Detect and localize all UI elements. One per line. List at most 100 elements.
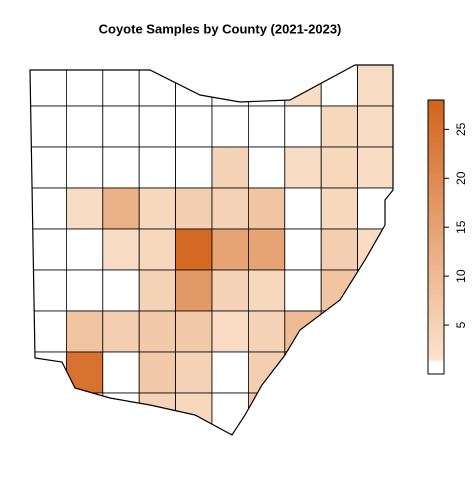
- colorbar-step: [428, 307, 444, 311]
- colorbar-step: [428, 234, 444, 238]
- county: [247, 310, 286, 353]
- colorbar-step: [428, 207, 444, 211]
- colorbar-step: [428, 369, 444, 373]
- colorbar-step: [428, 100, 444, 103]
- county: [247, 269, 286, 312]
- colorbar-step: [428, 179, 444, 183]
- colorbar-step: [428, 360, 444, 364]
- colorbar-step: [428, 131, 444, 135]
- county: [30, 187, 67, 230]
- county: [357, 351, 393, 394]
- colorbar-step: [428, 310, 444, 313]
- colorbar-step: [428, 198, 444, 201]
- county: [66, 392, 104, 435]
- county: [102, 105, 140, 148]
- colorbar-step: [428, 168, 444, 172]
- colorbar-step: [428, 294, 444, 297]
- tick-label: 15: [454, 220, 468, 234]
- colorbar-step: [428, 120, 444, 124]
- county: [357, 269, 393, 312]
- colorbar-step: [428, 289, 444, 293]
- colorbar-step: [428, 122, 444, 126]
- county: [320, 392, 359, 435]
- colorbar-step: [428, 161, 444, 165]
- county: [138, 269, 176, 312]
- colorbar-step: [428, 223, 444, 227]
- colorbar-step: [428, 319, 444, 322]
- county: [320, 351, 359, 394]
- county: [66, 310, 104, 353]
- county: [211, 351, 249, 394]
- colorbar-step: [428, 305, 444, 309]
- colorbar-step: [428, 314, 444, 318]
- colorbar-step: [428, 328, 444, 332]
- county: [138, 65, 176, 107]
- colorbar-step: [428, 330, 444, 334]
- county: [320, 146, 359, 189]
- county: [357, 105, 393, 148]
- colorbar-step: [428, 303, 444, 306]
- county: [211, 228, 249, 271]
- colorbar-step: [428, 273, 444, 277]
- colorbar-step: [428, 214, 444, 217]
- colorbar-step: [428, 147, 444, 151]
- county: [30, 310, 67, 353]
- colorbar-step: [428, 237, 444, 240]
- county: [284, 351, 322, 394]
- colorbar-step: [428, 104, 444, 108]
- county: [175, 310, 213, 353]
- colorbar-step: [428, 266, 444, 270]
- colorbar-step: [428, 200, 444, 204]
- colorbar-step: [428, 282, 444, 286]
- county: [102, 310, 140, 353]
- county: [357, 146, 393, 189]
- colorbar-step: [428, 202, 444, 206]
- colorbar-step: [428, 230, 444, 233]
- colorbar-step: [428, 271, 444, 275]
- map: [30, 65, 393, 435]
- colorbar-step: [428, 143, 444, 147]
- colorbar-step: [428, 252, 444, 256]
- colorbar-step: [428, 287, 444, 291]
- colorbar-step: [428, 351, 444, 354]
- colorbar-step: [428, 243, 444, 247]
- colorbar-frame: [427, 99, 445, 375]
- county: [138, 351, 176, 394]
- county: [30, 146, 67, 189]
- colorbar-step: [428, 154, 444, 158]
- county: [320, 269, 359, 312]
- colorbar-step: [428, 225, 444, 229]
- county: [30, 392, 67, 435]
- county: [211, 187, 249, 230]
- colorbar-step: [428, 278, 444, 281]
- colorbar-step: [428, 113, 444, 117]
- colorbar-step: [428, 173, 444, 176]
- county: [211, 269, 249, 312]
- colorbar-step: [428, 195, 444, 199]
- county: [66, 187, 104, 230]
- county: [247, 146, 286, 189]
- colorbar-step: [428, 312, 444, 316]
- tick-label: 20: [454, 171, 468, 185]
- colorbar-step: [428, 186, 444, 190]
- colorbar-step: [428, 170, 444, 174]
- colorbar-step: [428, 348, 444, 352]
- county: [175, 105, 213, 148]
- colorbar-step: [428, 257, 444, 261]
- colorbar-step: [428, 138, 444, 142]
- colorbar-step: [428, 332, 444, 336]
- colorbar-step: [428, 264, 444, 268]
- colorbar-step: [428, 127, 444, 131]
- colorbar-step: [428, 358, 444, 361]
- county: [175, 392, 213, 435]
- colorbar-step: [428, 346, 444, 350]
- county: [66, 228, 104, 271]
- county: [357, 310, 393, 353]
- colorbar-step: [428, 157, 444, 160]
- colorbar-step: [428, 193, 444, 197]
- county: [66, 269, 104, 312]
- county: [357, 187, 393, 230]
- county: [138, 310, 176, 353]
- colorbar-step: [428, 205, 444, 208]
